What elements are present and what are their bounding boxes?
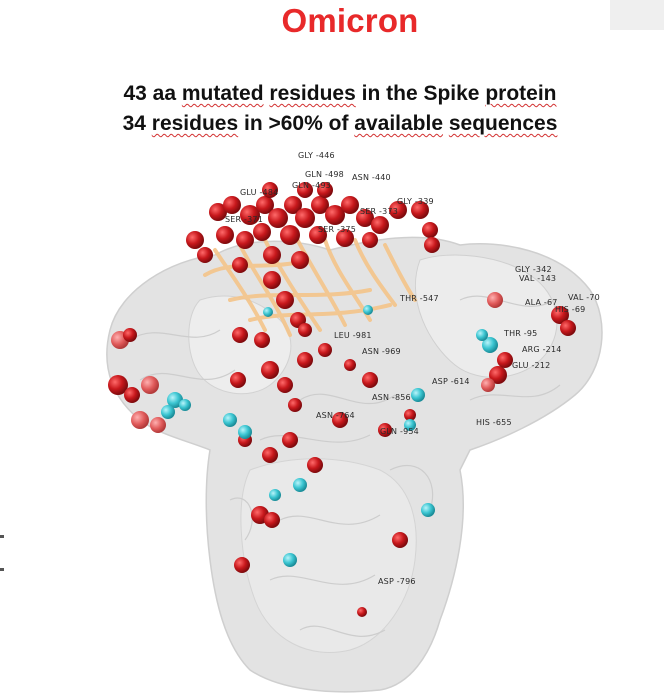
residue-label: SER -373 <box>360 207 398 216</box>
residue-labels: GLY -446 GLN -498 ASN -440 GLN -493 GLU … <box>225 151 600 586</box>
residue-label: GLY -446 <box>298 151 335 160</box>
subtitle-line-2: 34 residues in >60% of available sequenc… <box>0 112 664 136</box>
mutation-cluster-top <box>186 182 440 328</box>
residue-label: HIS -655 <box>476 418 512 427</box>
subtitle-1-word-mutated: mutated <box>181 82 264 105</box>
subtitle-1-middle: in the Spike <box>355 82 486 105</box>
subtitle-line-1: 43 aa mutated residues in the Spike prot… <box>0 82 664 106</box>
edge-mark <box>0 568 4 571</box>
subtitle-2-word-sequences: sequences <box>448 112 558 135</box>
residue-label: ALA -67 <box>525 298 558 307</box>
subtitle-1-word-residues: residues <box>269 82 356 105</box>
residue-label: ASN -440 <box>352 173 391 182</box>
residue-label: GLU -212 <box>512 361 550 370</box>
subtitle-2-lead: 34 <box>122 112 152 135</box>
corner-panel <box>610 0 664 30</box>
residue-label: SER -375 <box>318 225 356 234</box>
subtitle-1-lead: 43 aa <box>123 82 182 105</box>
residue-label: ASP -796 <box>378 577 416 586</box>
residue-label: GLN -954 <box>380 427 419 436</box>
residue-label: THR -95 <box>503 329 537 338</box>
cyan-residues <box>161 305 498 567</box>
protein-surface <box>106 236 603 693</box>
slide-title: Omicron <box>281 2 419 39</box>
residue-label: ASP -614 <box>432 377 470 386</box>
ribbon-texture <box>129 295 561 637</box>
residue-label: GLN -493 <box>292 181 331 190</box>
residue-label: HIS -69 <box>555 305 585 314</box>
subtitle-2-word-available: available <box>354 112 444 135</box>
residue-label: ARG -214 <box>522 345 562 354</box>
residue-label: GLY -342 <box>515 265 552 274</box>
residue-label: THR -547 <box>399 294 439 303</box>
subtitle-2-word-residues: residues <box>151 112 239 135</box>
residue-label: VAL -143 <box>519 274 556 283</box>
residue-label: ASN -969 <box>362 347 401 356</box>
residue-label: GLY -339 <box>397 197 434 206</box>
edge-mark <box>0 535 4 538</box>
subtitle-1-word-protein: protein <box>485 82 557 105</box>
residue-label: SER -371 <box>225 215 263 224</box>
residue-label: GLU -484 <box>240 188 278 197</box>
residue-label: GLN -498 <box>305 170 344 179</box>
subtitle-2-middle: in >60% of <box>238 112 355 135</box>
protein-lobe <box>415 254 558 378</box>
residue-label: ASN -764 <box>316 411 355 420</box>
residue-label: VAL -70 <box>568 293 600 302</box>
protein-stalk <box>240 458 417 654</box>
residue-label: LEU -981 <box>334 331 372 340</box>
residue-label: ASN -856 <box>372 393 411 402</box>
